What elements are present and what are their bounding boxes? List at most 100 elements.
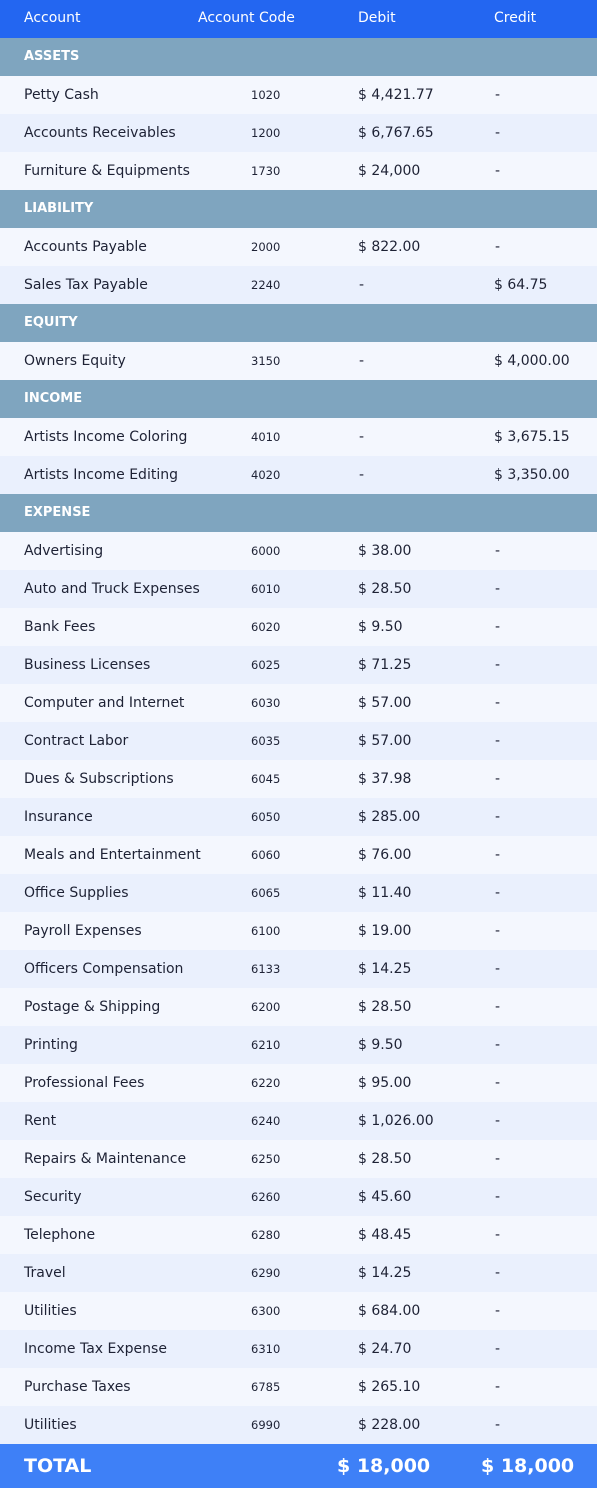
section-title: LIABILITY bbox=[24, 201, 94, 216]
account-name-cell: Owners Equity bbox=[24, 353, 126, 369]
account-name-cell: Computer and Internet bbox=[24, 695, 185, 711]
account-code-cell: 2000 bbox=[251, 240, 281, 254]
account-code-cell: 3150 bbox=[251, 354, 281, 368]
credit-cell: $ 4,000.00 bbox=[494, 353, 570, 369]
debit-cell: - bbox=[359, 277, 365, 293]
table-row: Professional Fees 6220 $ 95.00 - bbox=[0, 1064, 597, 1102]
section-title: EXPENSE bbox=[24, 505, 91, 520]
total-debit: $ 18,000 bbox=[337, 1455, 431, 1477]
account-name-cell: Income Tax Expense bbox=[24, 1341, 167, 1357]
table-row: Meals and Entertainment 6060 $ 76.00 - bbox=[0, 836, 597, 874]
table-row: Auto and Truck Expenses 6010 $ 28.50 - bbox=[0, 570, 597, 608]
table-row: Advertising 6000 $ 38.00 - bbox=[0, 532, 597, 570]
table-row: Owners Equity 3150 - $ 4,000.00 bbox=[0, 342, 597, 380]
debit-cell: $ 265.10 bbox=[358, 1379, 421, 1395]
credit-cell: - bbox=[495, 1265, 501, 1281]
table-row: Repairs & Maintenance 6250 $ 28.50 - bbox=[0, 1140, 597, 1178]
debit-cell: $ 57.00 bbox=[358, 695, 412, 711]
account-name-cell: Business Licenses bbox=[24, 657, 151, 673]
debit-cell: $ 684.00 bbox=[358, 1303, 421, 1319]
account-code-cell: 6030 bbox=[251, 696, 281, 710]
table-row: Income Tax Expense 6310 $ 24.70 - bbox=[0, 1330, 597, 1368]
section-header-expense: EXPENSE bbox=[0, 494, 597, 532]
account-code-cell: 6045 bbox=[251, 772, 281, 786]
account-code-cell: 6220 bbox=[251, 1076, 281, 1090]
account-code-cell: 6210 bbox=[251, 1038, 281, 1052]
table-header: Account Account Code Debit Credit bbox=[0, 0, 597, 38]
header-account-code: Account Code bbox=[198, 10, 295, 26]
table-row: Accounts Receivables 1200 $ 6,767.65 - bbox=[0, 114, 597, 152]
debit-cell: $ 24,000 bbox=[358, 163, 421, 179]
table-row: Security 6260 $ 45.60 - bbox=[0, 1178, 597, 1216]
account-name-cell: Travel bbox=[24, 1265, 66, 1281]
table-row: Travel 6290 $ 14.25 - bbox=[0, 1254, 597, 1292]
section-header-equity: EQUITY bbox=[0, 304, 597, 342]
total-credit: $ 18,000 bbox=[481, 1455, 575, 1477]
table-row: Bank Fees 6020 $ 9.50 - bbox=[0, 608, 597, 646]
credit-cell: - bbox=[495, 999, 501, 1015]
credit-cell: - bbox=[495, 125, 501, 141]
account-name-cell: Artists Income Coloring bbox=[24, 429, 188, 445]
account-name-cell: Officers Compensation bbox=[24, 961, 184, 977]
account-code-cell: 6060 bbox=[251, 848, 281, 862]
table-row: Business Licenses 6025 $ 71.25 - bbox=[0, 646, 597, 684]
account-code-cell: 6260 bbox=[251, 1190, 281, 1204]
debit-cell: $ 822.00 bbox=[358, 239, 421, 255]
account-code-cell: 6300 bbox=[251, 1304, 281, 1318]
debit-cell: $ 285.00 bbox=[358, 809, 421, 825]
section-title: EQUITY bbox=[24, 315, 78, 330]
credit-cell: - bbox=[495, 1379, 501, 1395]
account-name-cell: Purchase Taxes bbox=[24, 1379, 131, 1395]
section-header-assets: ASSETS bbox=[0, 38, 597, 76]
credit-cell: - bbox=[495, 809, 501, 825]
account-name-cell: Petty Cash bbox=[24, 87, 99, 103]
account-name-cell: Security bbox=[24, 1189, 82, 1205]
table-row: Office Supplies 6065 $ 11.40 - bbox=[0, 874, 597, 912]
account-code-cell: 6240 bbox=[251, 1114, 281, 1128]
debit-cell: - bbox=[359, 353, 365, 369]
account-name-cell: Sales Tax Payable bbox=[24, 277, 148, 293]
credit-cell: - bbox=[495, 1417, 501, 1433]
debit-cell: - bbox=[359, 429, 365, 445]
debit-cell: $ 28.50 bbox=[358, 1151, 412, 1167]
debit-cell: - bbox=[359, 467, 365, 483]
section-header-liability: LIABILITY bbox=[0, 190, 597, 228]
account-name-cell: Office Supplies bbox=[24, 885, 129, 901]
account-code-cell: 6250 bbox=[251, 1152, 281, 1166]
section-title: INCOME bbox=[24, 391, 83, 406]
credit-cell: - bbox=[495, 733, 501, 749]
account-name-cell: Professional Fees bbox=[24, 1075, 145, 1091]
credit-cell: - bbox=[495, 581, 501, 597]
account-name-cell: Advertising bbox=[24, 543, 104, 559]
account-code-cell: 6100 bbox=[251, 924, 281, 938]
table-row: Utilities 6990 $ 228.00 - bbox=[0, 1406, 597, 1444]
account-name-cell: Furniture & Equipments bbox=[24, 163, 190, 179]
account-name-cell: Meals and Entertainment bbox=[24, 847, 201, 863]
account-code-cell: 1200 bbox=[251, 126, 281, 140]
table-body: ASSETS Petty Cash 1020 $ 4,421.77- Accounts … bbox=[0, 38, 597, 1444]
account-code-cell: 6290 bbox=[251, 1266, 281, 1280]
credit-cell: - bbox=[495, 619, 501, 635]
account-code-cell: 6200 bbox=[251, 1000, 281, 1014]
table-row: Dues & Subscriptions 6045 $ 37.98 - bbox=[0, 760, 597, 798]
debit-cell: $ 71.25 bbox=[358, 657, 412, 673]
account-name-cell: Utilities bbox=[24, 1417, 77, 1433]
credit-cell: $ 64.75 bbox=[494, 277, 548, 293]
table-row: Petty Cash 1020 $ 4,421.77 - bbox=[0, 76, 597, 114]
debit-cell: $ 76.00 bbox=[358, 847, 412, 863]
account-name-cell: Repairs & Maintenance bbox=[24, 1151, 187, 1167]
account-name-cell: Contract Labor bbox=[24, 733, 129, 749]
debit-cell: $ 9.50 bbox=[358, 619, 403, 635]
table-row: Artists Income Coloring 4010 - $ 3,675.15 bbox=[0, 418, 597, 456]
account-code-cell: 2240 bbox=[251, 278, 281, 292]
credit-cell: $ 3,675.15 bbox=[494, 429, 570, 445]
debit-cell: $ 4,421.77 bbox=[358, 87, 434, 103]
table-row: Telephone 6280 $ 48.45 - bbox=[0, 1216, 597, 1254]
debit-cell: $ 24.70 bbox=[358, 1341, 412, 1357]
account-code-cell: 6035 bbox=[251, 734, 281, 748]
credit-cell: - bbox=[495, 1037, 501, 1053]
table-row: Payroll Expenses 6100 $ 19.00 - bbox=[0, 912, 597, 950]
debit-cell: $ 1,026.00 bbox=[358, 1113, 434, 1129]
account-code-cell: 6280 bbox=[251, 1228, 281, 1242]
account-code-cell: 4010 bbox=[251, 430, 281, 444]
